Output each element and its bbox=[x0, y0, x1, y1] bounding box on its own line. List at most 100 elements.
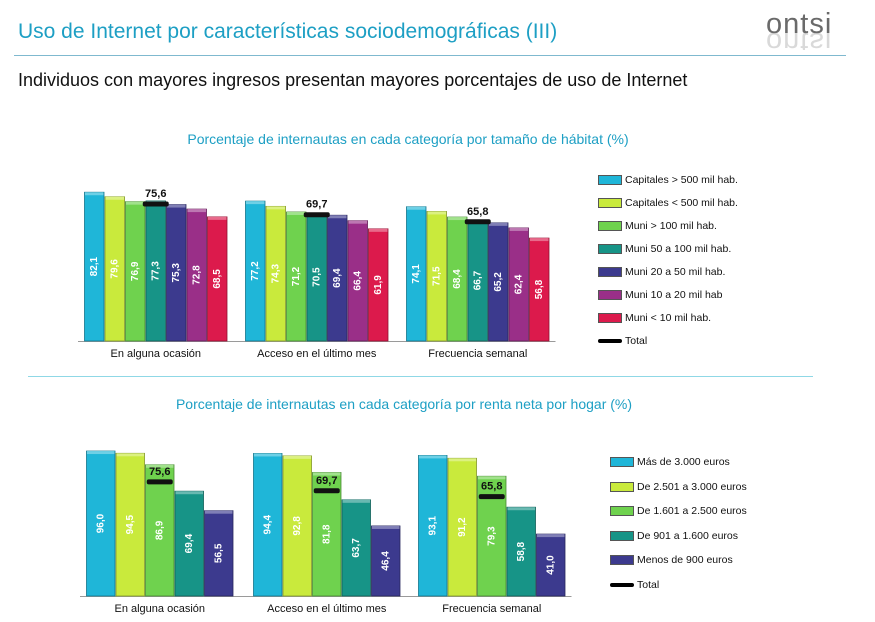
bar-value-label: 41,0 bbox=[545, 555, 556, 575]
chart-0: 82,1 79,6 76,9 77,3 75,3 72,8 68,5 75,6 En algun… bbox=[78, 188, 556, 360]
bar-highlight bbox=[530, 238, 549, 242]
bar-value-label: 82,1 bbox=[89, 256, 100, 276]
legend-label: Capitales < 500 mil hab. bbox=[625, 197, 738, 209]
bar bbox=[174, 490, 204, 597]
bar-highlight bbox=[187, 209, 206, 213]
legend-item: De 2.501 a 3.000 euros bbox=[610, 479, 747, 495]
bar-highlight bbox=[507, 507, 535, 511]
logo-reflection: ontsi bbox=[766, 26, 832, 50]
bar-value-label: 46,4 bbox=[380, 551, 391, 571]
legend-label: Total bbox=[637, 578, 660, 591]
total-marker bbox=[303, 212, 330, 218]
legend-swatch bbox=[610, 457, 634, 467]
bar-value-label: 58,8 bbox=[516, 541, 527, 561]
legend-label: Más de 3.000 euros bbox=[637, 456, 730, 468]
bar-value-label: 71,2 bbox=[291, 266, 302, 286]
legend-item: Muni 10 a 20 mil hab bbox=[598, 287, 722, 303]
bar-value-label: 71,5 bbox=[431, 266, 442, 286]
legend-item: De 1.601 a 2.500 euros bbox=[610, 503, 747, 519]
category-label: Acceso en el último mes bbox=[257, 348, 377, 360]
bar-highlight bbox=[246, 201, 265, 205]
bar-value-label: 63,7 bbox=[351, 538, 362, 558]
bar bbox=[204, 510, 234, 597]
bar-value-label: 74,3 bbox=[270, 264, 281, 284]
total-marker bbox=[146, 479, 173, 485]
legend-label: Capitales > 500 mil hab. bbox=[625, 174, 738, 186]
bar bbox=[371, 525, 401, 597]
bar-value-label: 70,5 bbox=[311, 267, 322, 287]
legend-swatch bbox=[610, 530, 634, 541]
legend-swatch bbox=[610, 555, 634, 565]
bar-value-label: 93,1 bbox=[427, 516, 438, 536]
legend-label: Muni 20 a 50 mil hab. bbox=[625, 266, 726, 278]
bar-value-label: 96,0 bbox=[95, 513, 106, 533]
section-divider bbox=[28, 376, 813, 377]
legend-swatch bbox=[598, 221, 622, 231]
legend-swatch-total bbox=[610, 580, 634, 590]
legend-label: Muni 10 a 20 mil hab bbox=[625, 289, 723, 301]
bar-value-label: 69,4 bbox=[332, 268, 343, 288]
legend-swatch bbox=[598, 313, 622, 323]
bar-value-label: 62,4 bbox=[513, 274, 524, 294]
chart-title-habitat: Porcentaje de internautas en cada catego… bbox=[187, 131, 629, 147]
bar bbox=[536, 533, 566, 597]
legend-item: Capitales < 500 mil hab. bbox=[598, 195, 738, 211]
bar-value-label: 56,5 bbox=[213, 543, 224, 563]
bar-highlight bbox=[85, 192, 104, 196]
bar-value-label: 72,8 bbox=[191, 265, 202, 285]
bar-highlight bbox=[146, 464, 174, 468]
legend-label: Total bbox=[625, 335, 648, 347]
bar-highlight bbox=[126, 201, 145, 205]
chart-1: 96,0 94,5 86,9 69,4 56,5 75,6 En alguna ocasió… bbox=[80, 450, 572, 615]
legend-item: Más de 3.000 euros bbox=[610, 454, 730, 470]
page-subtitle: Individuos con mayores ingresos presenta… bbox=[18, 70, 688, 90]
bar-highlight bbox=[175, 491, 203, 495]
bar-value-label: 66,4 bbox=[352, 271, 363, 291]
legend-swatch bbox=[610, 481, 634, 492]
bar-value-label: 56,8 bbox=[534, 279, 545, 299]
bar-value-label: 76,9 bbox=[130, 261, 141, 281]
bar-highlight bbox=[448, 458, 476, 462]
bar-highlight bbox=[369, 228, 388, 232]
logo-wordmark: ontsi bbox=[766, 8, 832, 40]
bar-value-label: 81,8 bbox=[321, 524, 332, 544]
bar-highlight bbox=[348, 220, 367, 224]
bar-highlight bbox=[509, 227, 528, 231]
category-label: En alguna ocasión bbox=[114, 603, 205, 615]
category-label: Acceso en el último mes bbox=[267, 603, 387, 615]
bar-value-label: 66,7 bbox=[472, 270, 483, 290]
legend-item: Muni > 100 mil hab. bbox=[598, 218, 717, 234]
legend-swatch bbox=[598, 267, 622, 277]
bar-highlight bbox=[328, 215, 347, 219]
total-marker bbox=[142, 201, 169, 207]
bar-value-label: 77,2 bbox=[250, 261, 261, 281]
legend-label: Muni < 10 mil hab. bbox=[625, 312, 712, 324]
bar-highlight bbox=[105, 196, 124, 200]
legend-item: Muni 50 a 100 mil hab. bbox=[598, 241, 731, 257]
bar-highlight bbox=[254, 453, 282, 457]
bar bbox=[253, 453, 283, 597]
legend-item: Muni < 10 mil hab. bbox=[598, 310, 711, 326]
bar-highlight bbox=[342, 499, 370, 503]
page-title: Uso de Internet por características soci… bbox=[18, 20, 558, 43]
legend-swatch bbox=[598, 244, 622, 254]
legend-label: De 2.501 a 3.000 euros bbox=[637, 480, 747, 493]
legend-label: Muni 50 a 100 mil hab. bbox=[625, 243, 732, 255]
category-label: Frecuencia semanal bbox=[428, 348, 527, 360]
bar-highlight bbox=[266, 206, 285, 210]
bar bbox=[418, 455, 448, 597]
bar-value-label: 69,4 bbox=[184, 533, 195, 553]
bar-highlight bbox=[478, 476, 506, 480]
bar-highlight bbox=[167, 204, 186, 208]
bar-value-label: 79,6 bbox=[109, 259, 120, 279]
legend-swatch bbox=[598, 175, 622, 185]
bar-value-label: 65,2 bbox=[493, 272, 504, 292]
chart-title-renta: Porcentaje de internautas en cada catego… bbox=[175, 396, 633, 412]
bar-value-label: 94,5 bbox=[125, 514, 136, 534]
legend-item: De 901 a 1.600 euros bbox=[610, 528, 738, 544]
bar-highlight bbox=[419, 455, 447, 459]
bar-highlight bbox=[208, 216, 227, 220]
bar-value-label: 86,9 bbox=[154, 520, 165, 540]
total-value-label: 75,6 bbox=[145, 188, 166, 200]
bar-value-label: 94,4 bbox=[262, 515, 273, 535]
